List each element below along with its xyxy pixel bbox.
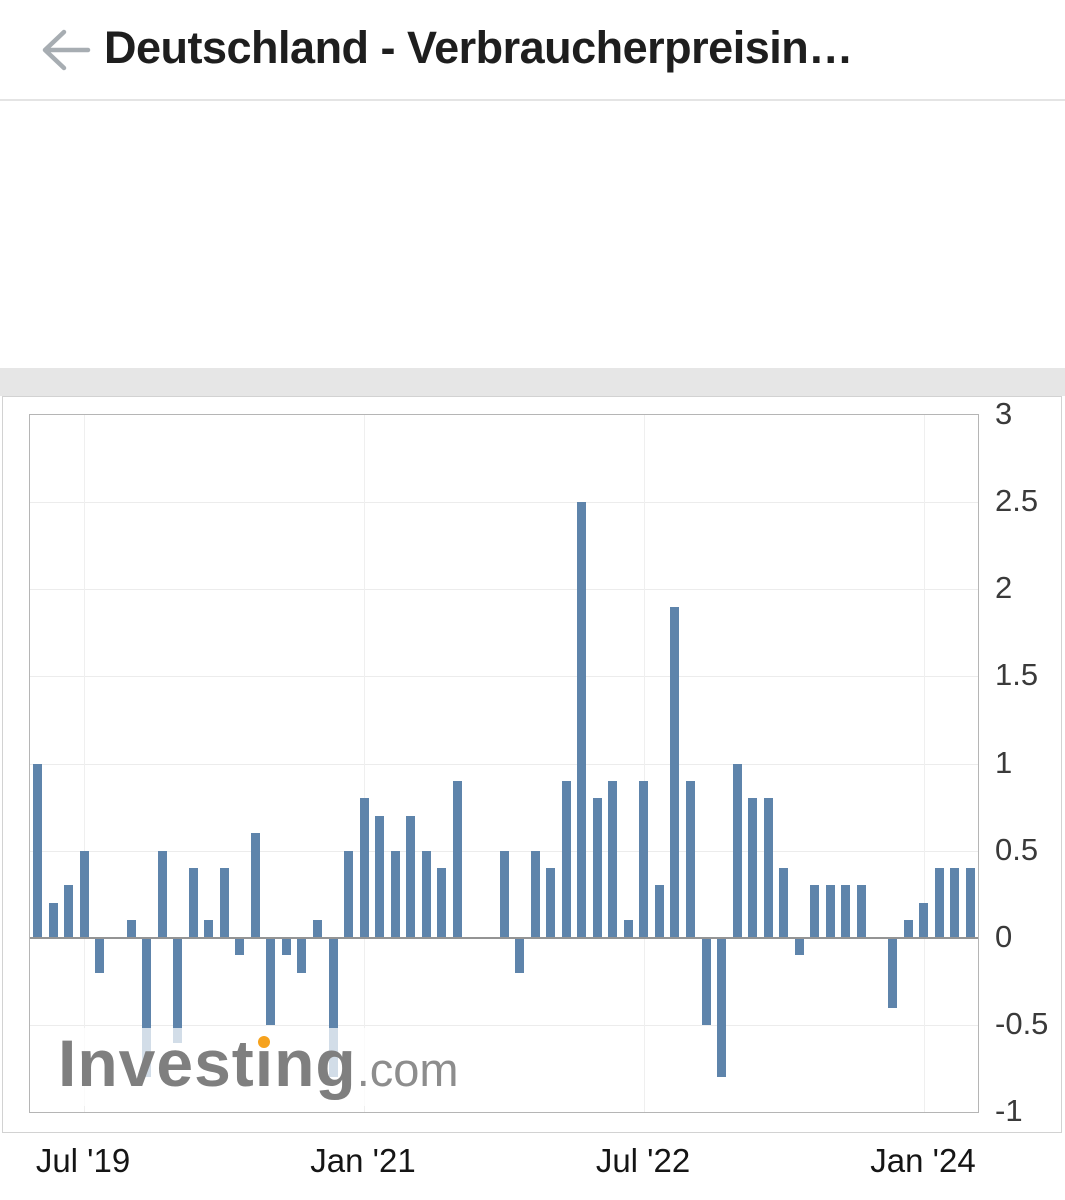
gridline-v: [924, 415, 925, 1112]
bar: [702, 938, 711, 1025]
bar: [733, 764, 742, 938]
bar: [127, 920, 136, 937]
gridline-h: [30, 764, 978, 765]
page-title: Deutschland - Verbraucherpreisin…: [104, 22, 853, 73]
bar: [531, 851, 540, 938]
bar: [235, 938, 244, 955]
header-bar: Deutschland - Verbraucherpreisin…: [0, 0, 1065, 101]
bar: [49, 903, 58, 938]
bar: [33, 764, 42, 938]
bar: [608, 781, 617, 938]
bar: [266, 938, 275, 1025]
logo-com-suffix: .com: [356, 1043, 459, 1096]
bar: [950, 868, 959, 938]
bar: [562, 781, 571, 938]
gridline-v: [644, 415, 645, 1112]
bar: [189, 868, 198, 938]
bar: [375, 816, 384, 938]
bar: [810, 885, 819, 937]
bar: [204, 920, 213, 937]
bar: [919, 903, 928, 938]
bar: [826, 885, 835, 937]
bar: [577, 502, 586, 938]
x-axis-label: Jan '21: [310, 1142, 416, 1179]
y-axis-label: 3: [995, 396, 1013, 431]
bar: [500, 851, 509, 938]
watermark: Investı ng .com: [50, 1028, 475, 1106]
bar: [297, 938, 306, 973]
bar: [966, 868, 975, 938]
y-axis-label: -1: [995, 1093, 1023, 1128]
gridline-h: [30, 502, 978, 503]
bar: [282, 938, 291, 955]
y-axis-label: 0.5: [995, 832, 1039, 867]
bar: [313, 920, 322, 937]
investing-logo: Investı ng: [58, 1026, 357, 1100]
gridline-h: [30, 1025, 978, 1026]
bar: [220, 868, 229, 938]
y-axis-label: 1.5: [995, 657, 1039, 692]
x-axis: Jul '19 Jan '21 Jul '22 Jan '24: [2, 1142, 1062, 1194]
bar: [748, 798, 757, 937]
bar: [779, 868, 788, 938]
bar: [857, 885, 866, 937]
back-button[interactable]: [36, 24, 96, 76]
bar: [64, 885, 73, 937]
back-arrow-icon: [42, 29, 91, 71]
bar: [935, 868, 944, 938]
bar: [329, 938, 338, 1077]
y-axis-label: 0: [995, 919, 1013, 954]
bar: [904, 920, 913, 937]
bar: [142, 938, 151, 1077]
zero-line: [30, 936, 978, 939]
gridline-v: [84, 415, 85, 1112]
bar: [717, 938, 726, 1077]
bar: [655, 885, 664, 937]
bar: [670, 607, 679, 938]
x-axis-label: Jul '22: [595, 1142, 691, 1179]
bar: [80, 851, 89, 938]
y-axis-label: 1: [995, 745, 1013, 780]
bar: [158, 851, 167, 938]
bar: [888, 938, 897, 1008]
bar: [344, 851, 353, 938]
section-divider: [0, 368, 1065, 396]
bar: [406, 816, 415, 938]
gridline-h: [30, 589, 978, 590]
logo-orange-dot-icon: [257, 1036, 270, 1048]
y-axis-label: 2: [995, 570, 1013, 605]
bar: [360, 798, 369, 937]
plot-area[interactable]: Investı ng .com: [29, 414, 979, 1113]
bar: [639, 781, 648, 938]
bar: [686, 781, 695, 938]
bar: [795, 938, 804, 955]
bar: [624, 920, 633, 937]
bar: [546, 868, 555, 938]
bar: [173, 938, 182, 1043]
bar: [95, 938, 104, 973]
bar: [391, 851, 400, 938]
bar: [515, 938, 524, 973]
y-axis-label: -0.5: [995, 1006, 1049, 1041]
bar: [422, 851, 431, 938]
x-axis-label: Jan '24: [870, 1142, 976, 1179]
chart-card: Investı ng .com 3 2.5 2 1.5 1 0.5 0 -0.5 -1: [2, 396, 1062, 1133]
bar: [593, 798, 602, 937]
x-axis-label: Jul '19: [35, 1142, 131, 1179]
bar: [437, 868, 446, 938]
gridline-v: [364, 415, 365, 1112]
bar: [764, 798, 773, 937]
bar: [251, 833, 260, 938]
bar: [453, 781, 462, 938]
gridline-h: [30, 676, 978, 677]
bar: [841, 885, 850, 937]
y-axis-label: 2.5: [995, 483, 1039, 518]
